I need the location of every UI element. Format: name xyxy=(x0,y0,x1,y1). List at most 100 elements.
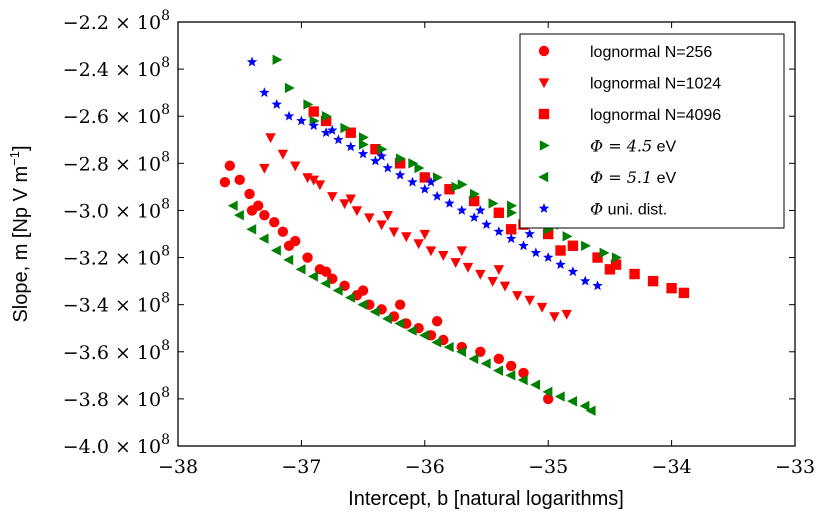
data-point xyxy=(283,240,295,251)
data-point xyxy=(321,111,332,122)
data-point xyxy=(269,217,280,228)
series-2 xyxy=(308,106,690,299)
data-point xyxy=(678,287,690,299)
data-point xyxy=(530,247,542,258)
data-point xyxy=(296,115,307,126)
data-point xyxy=(259,163,270,174)
x-tick-label: −34 xyxy=(652,456,692,478)
data-point xyxy=(507,207,517,218)
y-tick-label: −3.2 × 108 xyxy=(63,244,170,270)
data-point xyxy=(581,240,591,251)
data-point xyxy=(592,280,603,291)
series-4 xyxy=(227,200,596,416)
x-axis-label: Intercept, b [natural logarithms] xyxy=(348,488,624,510)
data-point xyxy=(647,275,659,287)
data-point xyxy=(592,252,603,263)
x-tick-labels: −38 −37 −36 −35 −34 −33 xyxy=(158,456,815,478)
data-point xyxy=(246,224,257,235)
y-tick-label: −3.6 × 108 xyxy=(63,338,170,364)
data-point xyxy=(394,299,406,310)
data-point xyxy=(394,169,406,180)
data-point xyxy=(401,232,412,243)
data-point xyxy=(377,144,388,155)
data-point xyxy=(431,337,442,348)
data-point xyxy=(327,192,338,203)
data-point xyxy=(444,184,455,195)
data-point xyxy=(358,139,369,150)
data-point xyxy=(579,400,590,412)
y-axis-label-sup: −1 xyxy=(7,151,22,166)
data-point xyxy=(271,98,282,109)
data-point xyxy=(233,209,244,221)
legend-marker xyxy=(538,203,550,213)
data-point xyxy=(599,247,610,259)
data-point xyxy=(505,224,517,235)
data-point xyxy=(536,302,548,313)
data-point xyxy=(370,155,381,166)
legend: lognormal N=256 lognormal N=1024 lognormal… xyxy=(519,33,785,229)
legend-marker xyxy=(539,140,550,151)
data-point xyxy=(388,227,400,238)
data-point xyxy=(493,365,503,376)
data-point xyxy=(487,276,498,287)
data-point xyxy=(499,281,511,292)
data-point xyxy=(425,176,437,187)
data-point xyxy=(302,252,313,263)
data-point xyxy=(358,132,369,143)
data-point xyxy=(524,228,535,239)
data-point xyxy=(295,264,306,275)
data-point xyxy=(462,262,474,273)
data-point xyxy=(488,198,499,209)
data-point xyxy=(395,153,406,164)
legend-label: Φ = 5.1 eV xyxy=(590,168,676,187)
data-point xyxy=(493,226,505,237)
data-point xyxy=(271,245,281,256)
data-point xyxy=(345,292,355,303)
data-point xyxy=(431,190,443,201)
data-point xyxy=(258,233,269,244)
data-point xyxy=(580,275,591,286)
data-point xyxy=(542,386,553,398)
data-point xyxy=(277,149,289,160)
data-point xyxy=(457,179,468,190)
data-point xyxy=(561,309,572,320)
data-point xyxy=(610,259,622,270)
y-axis-label-main: Slope, m [Np V m xyxy=(10,166,32,323)
data-point xyxy=(493,265,505,276)
data-point xyxy=(524,295,535,306)
data-point xyxy=(518,240,529,251)
data-point xyxy=(327,124,338,135)
data-point xyxy=(290,161,301,172)
data-point xyxy=(414,162,425,174)
data-point xyxy=(320,115,332,127)
data-point xyxy=(244,188,255,200)
y-axis-label-end: ] xyxy=(10,145,32,151)
data-point xyxy=(357,148,369,159)
y-tick-label: −3.4 × 108 xyxy=(63,291,170,317)
data-point xyxy=(333,134,344,145)
y-tick-label: −4.0 × 108 xyxy=(63,432,170,458)
y-axis-label: Slope, m [Np V m−1] xyxy=(7,145,32,322)
data-point xyxy=(394,318,405,329)
y-tick-label: −2.2 × 108 xyxy=(63,8,170,34)
data-point xyxy=(345,141,356,152)
data-point xyxy=(567,240,579,251)
legend-marker xyxy=(538,45,550,57)
data-point xyxy=(543,228,554,240)
series-0 xyxy=(219,160,554,405)
data-point xyxy=(468,353,479,365)
data-point xyxy=(481,219,492,229)
series-5 xyxy=(246,56,603,291)
data-point xyxy=(265,133,276,144)
data-point xyxy=(345,194,356,205)
data-point xyxy=(320,266,332,277)
y-tick-label: −2.8 × 108 xyxy=(63,149,170,175)
data-point xyxy=(408,158,419,169)
data-point xyxy=(517,374,528,386)
data-point xyxy=(604,264,616,275)
data-point xyxy=(382,162,393,173)
data-point xyxy=(505,233,517,244)
data-points xyxy=(219,54,690,416)
data-point xyxy=(444,197,455,208)
plot-frame xyxy=(177,21,796,447)
